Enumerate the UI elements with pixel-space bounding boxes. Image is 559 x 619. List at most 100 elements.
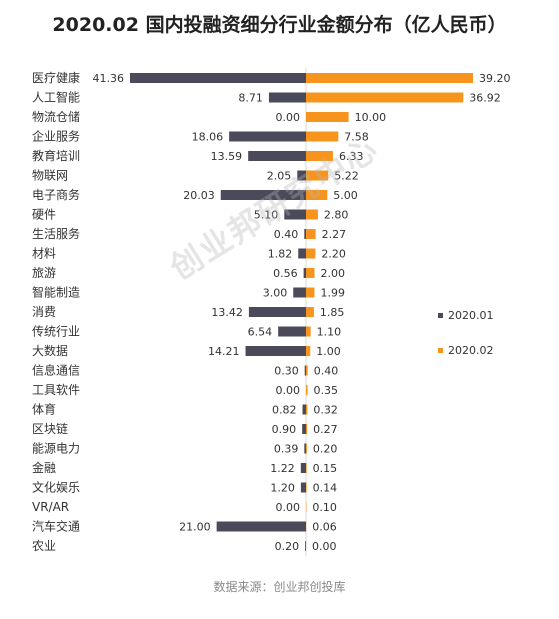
value-label-2020-01: 0.56 bbox=[273, 267, 298, 280]
value-label-2020-02: 0.35 bbox=[313, 384, 338, 397]
legend-label: 2020.02 bbox=[448, 344, 494, 357]
value-label-2020-01: 0.82 bbox=[272, 404, 297, 417]
source-note: 数据来源：创业邦创投库 bbox=[213, 580, 346, 594]
value-label-2020-01: 18.06 bbox=[192, 131, 224, 144]
bar-2020-01 bbox=[303, 268, 306, 278]
category-label: 体育 bbox=[32, 402, 56, 417]
value-label-2020-02: 36.92 bbox=[469, 92, 501, 105]
value-label-2020-02: 0.20 bbox=[313, 443, 338, 456]
value-label-2020-02: 5.22 bbox=[334, 170, 359, 183]
value-label-2020-01: 2.05 bbox=[267, 170, 292, 183]
value-label-2020-01: 21.00 bbox=[179, 521, 211, 534]
bar-2020-02 bbox=[306, 229, 316, 239]
bar-2020-02 bbox=[306, 307, 314, 317]
value-label-2020-01: 1.22 bbox=[270, 462, 295, 475]
bar-2020-01 bbox=[130, 73, 306, 83]
category-label: 能源电力 bbox=[32, 442, 80, 456]
bar-2020-02 bbox=[306, 463, 307, 473]
bar-2020-01 bbox=[284, 209, 306, 220]
bar-2020-01 bbox=[302, 424, 306, 434]
value-label-2020-01: 0.90 bbox=[272, 423, 297, 436]
value-label-2020-02: 1.85 bbox=[320, 306, 345, 319]
legend-swatch bbox=[438, 313, 443, 318]
bar-2020-02 bbox=[306, 482, 307, 493]
chart-title: 2020.02 国内投融资细分行业金额分布（亿人民币） bbox=[52, 14, 507, 36]
bar-2020-02 bbox=[306, 190, 328, 200]
bar-2020-02 bbox=[306, 73, 473, 83]
bar-2020-01 bbox=[220, 190, 306, 200]
bar-2020-01 bbox=[293, 287, 306, 298]
category-label: 金融 bbox=[32, 460, 56, 475]
value-label-2020-01: 8.71 bbox=[238, 92, 263, 105]
category-label: 汽车交通 bbox=[32, 519, 80, 534]
value-label-2020-02: 7.58 bbox=[344, 131, 369, 144]
category-label: VR/AR bbox=[32, 500, 69, 514]
value-label-2020-01: 41.36 bbox=[93, 72, 125, 85]
bar-2020-02 bbox=[306, 248, 316, 259]
value-label-2020-02: 0.15 bbox=[313, 462, 338, 475]
category-label: 材料 bbox=[32, 247, 56, 261]
value-label-2020-01: 0.40 bbox=[274, 228, 299, 241]
value-label-2020-02: 1.00 bbox=[316, 345, 341, 358]
category-label: 生活服务 bbox=[32, 226, 80, 241]
value-label-2020-01: 0.00 bbox=[276, 111, 301, 124]
category-label: 电子商务 bbox=[32, 187, 80, 202]
bar-2020-02 bbox=[306, 92, 464, 103]
bar-2020-01 bbox=[248, 151, 306, 161]
value-label-2020-02: 6.33 bbox=[339, 150, 364, 163]
category-label: 农业 bbox=[32, 539, 56, 553]
value-label-2020-02: 2.20 bbox=[321, 248, 346, 261]
bar-2020-01 bbox=[300, 482, 306, 493]
bar-2020-01 bbox=[245, 346, 306, 356]
value-label-2020-02: 0.40 bbox=[314, 365, 339, 378]
value-label-2020-01: 13.59 bbox=[211, 150, 243, 163]
bar-2020-01 bbox=[304, 443, 306, 454]
category-label: 工具软件 bbox=[32, 383, 80, 397]
value-label-2020-01: 1.20 bbox=[270, 482, 295, 495]
category-label: 硬件 bbox=[32, 208, 56, 222]
bar-2020-02 bbox=[306, 443, 307, 454]
value-label-2020-02: 5.00 bbox=[333, 189, 358, 202]
bar-2020-01 bbox=[298, 248, 306, 259]
category-label: 人工智能 bbox=[32, 90, 80, 105]
bar-2020-02 bbox=[306, 287, 315, 298]
bar-2020-01 bbox=[304, 229, 306, 239]
value-label-2020-02: 0.32 bbox=[313, 404, 338, 417]
bar-2020-01 bbox=[305, 541, 306, 551]
bar-2020-02 bbox=[306, 112, 349, 122]
bar-2020-02 bbox=[306, 424, 308, 434]
legend-swatch bbox=[438, 348, 443, 353]
category-label: 智能制造 bbox=[32, 285, 80, 300]
bar-2020-02 bbox=[306, 151, 333, 161]
value-label-2020-01: 0.00 bbox=[276, 501, 301, 514]
value-label-2020-02: 10.00 bbox=[355, 111, 387, 124]
value-label-2020-01: 1.82 bbox=[268, 248, 293, 261]
bar-2020-01 bbox=[248, 307, 306, 317]
value-label-2020-02: 1.10 bbox=[317, 326, 342, 339]
value-label-2020-01: 5.10 bbox=[254, 209, 279, 222]
bar-2020-01 bbox=[268, 92, 306, 103]
bar-2020-02 bbox=[306, 326, 311, 337]
bar-2020-01 bbox=[229, 131, 306, 142]
legend-label: 2020.01 bbox=[448, 309, 494, 322]
value-label-2020-02: 0.00 bbox=[312, 540, 337, 553]
value-label-2020-01: 14.21 bbox=[208, 345, 240, 358]
category-label: 传统行业 bbox=[32, 324, 80, 339]
value-label-2020-02: 1.99 bbox=[320, 287, 345, 300]
bar-2020-01 bbox=[304, 365, 306, 376]
value-label-2020-02: 2.00 bbox=[321, 267, 346, 280]
bar-2020-02 bbox=[306, 385, 308, 395]
category-label: 旅游 bbox=[32, 266, 56, 280]
category-label: 信息通信 bbox=[32, 363, 80, 378]
value-label-2020-01: 0.20 bbox=[275, 540, 300, 553]
value-label-2020-02: 0.06 bbox=[312, 521, 337, 534]
bar-2020-02 bbox=[306, 268, 315, 278]
bar-2020-01 bbox=[300, 463, 306, 473]
bar-2020-01 bbox=[216, 521, 306, 532]
bar-2020-02 bbox=[306, 404, 308, 415]
category-label: 消费 bbox=[32, 305, 56, 319]
value-label-2020-02: 0.10 bbox=[312, 501, 337, 514]
value-label-2020-01: 0.30 bbox=[274, 365, 299, 378]
value-label-2020-02: 2.27 bbox=[322, 228, 347, 241]
